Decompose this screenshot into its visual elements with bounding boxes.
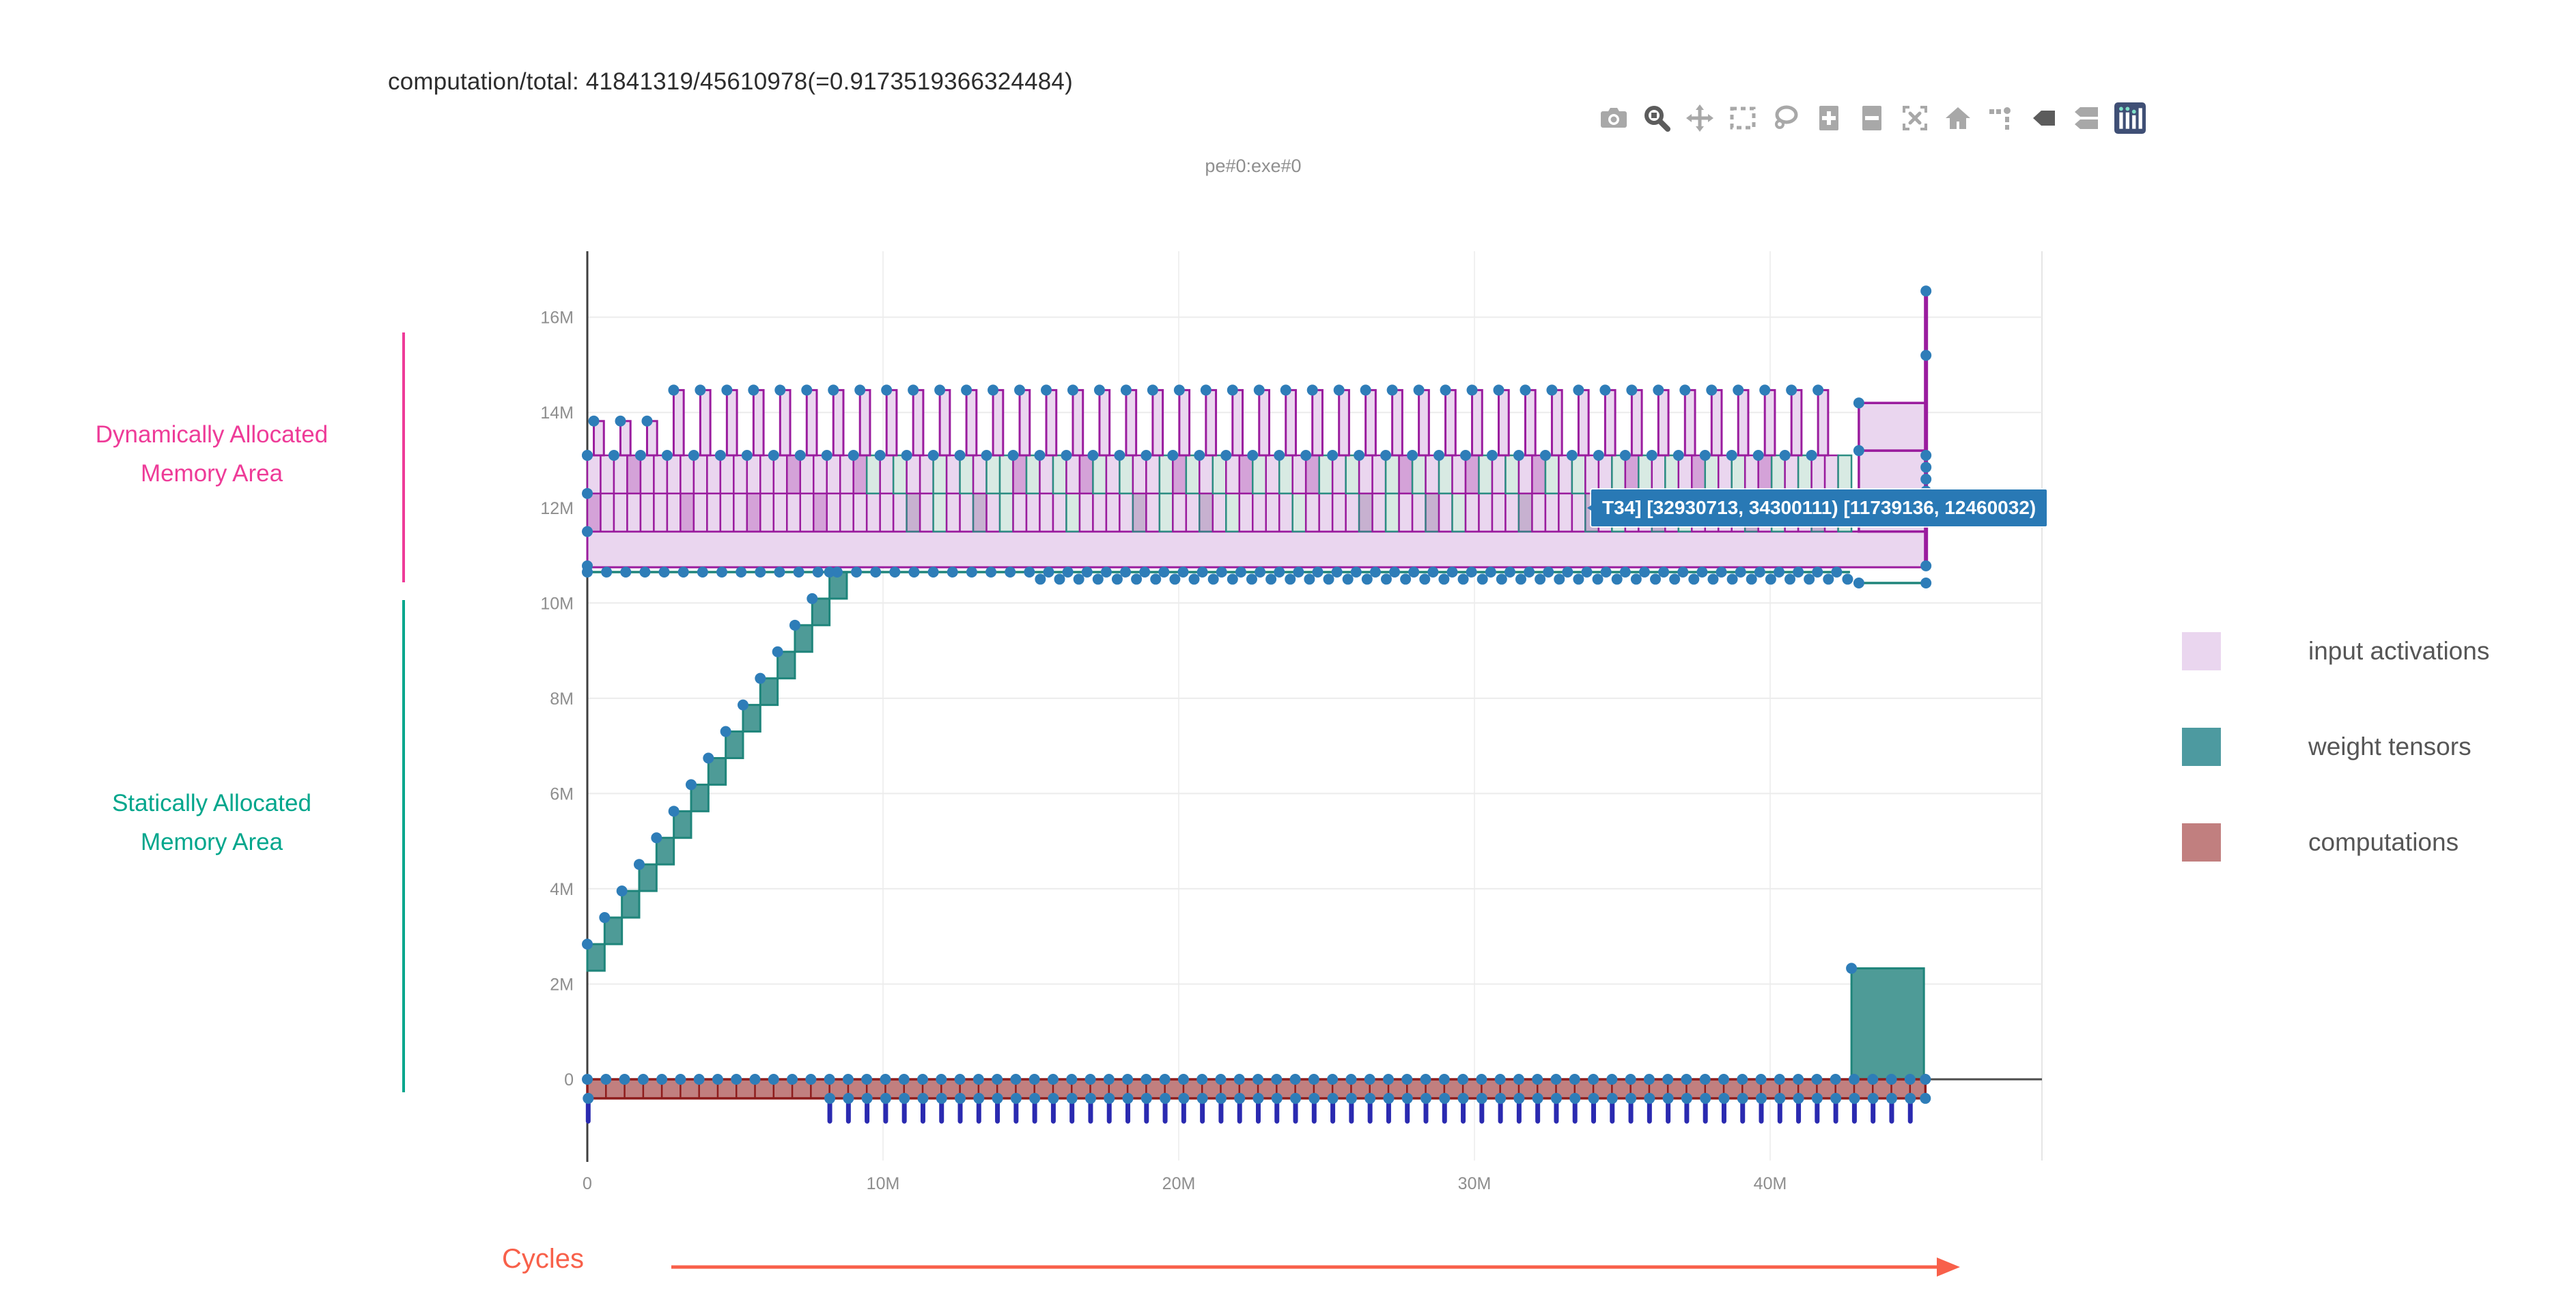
hover-closest-icon[interactable] [2028,102,2060,134]
legend-label: computations [2308,828,2459,856]
hover-tooltip: T34] [32930713, 34300111) [11739136, 124… [1591,489,2047,526]
spikelines-icon[interactable] [1985,102,2017,134]
legend-item-input-activations[interactable]: input activations [2182,632,2489,670]
svg-text:14M: 14M [540,403,574,423]
weight-tensors-swatch [2182,728,2221,766]
chart-subtitle: pe#0:exe#0 [1205,156,1302,176]
zoom-out-icon[interactable] [1856,102,1888,134]
dynamic-memory-area-label-line2: Memory Area [140,460,283,487]
input-activations-swatch [2182,632,2221,670]
legend-item-weight-tensors[interactable]: weight tensors [2182,728,2489,766]
dynamic-memory-area-label: Dynamically Allocated Memory Area [0,415,423,493]
static-area-bracket [402,600,405,1092]
legend-label: weight tensors [2308,733,2472,760]
svg-text:40M: 40M [1754,1174,1787,1193]
box-select-icon[interactable] [1727,102,1759,134]
svg-text:30M: 30M [1458,1174,1492,1193]
static-memory-area-label-line1: Statically Allocated [112,790,311,816]
plotly-modebar [1598,102,2146,134]
svg-text:16M: 16M [540,309,574,328]
svg-text:12M: 12M [540,499,574,518]
page-title: computation/total: 41841319/45610978(=0.… [388,68,1073,95]
svg-text:6M: 6M [550,784,574,804]
legend-label: input activations [2308,637,2490,665]
svg-text:10M: 10M [867,1174,900,1193]
dynamic-area-bracket [402,332,405,582]
x-axis-title: Cycles [502,1244,585,1274]
camera-icon[interactable] [1598,102,1629,134]
svg-text:0: 0 [564,1070,574,1090]
dynamic-memory-area-label-line1: Dynamically Allocated [95,421,328,448]
pan-icon[interactable] [1684,102,1716,134]
svg-text:4M: 4M [550,880,574,899]
zoom-in-icon[interactable] [1813,102,1845,134]
static-memory-area-label-line2: Memory Area [140,829,283,855]
svg-text:0: 0 [583,1174,592,1193]
lasso-select-icon[interactable] [1770,102,1802,134]
computations-swatch [2182,823,2221,862]
svg-text:8M: 8M [550,689,574,709]
plotly-logo-icon[interactable] [2114,102,2146,134]
legend: input activations weight tensors computa… [2182,632,2489,919]
svg-text:20M: 20M [1162,1174,1196,1193]
home-icon[interactable] [1942,102,1974,134]
svg-text:2M: 2M [550,975,574,994]
static-memory-area-label: Statically Allocated Memory Area [0,784,423,862]
autoscale-icon[interactable] [1899,102,1931,134]
zoom-icon[interactable] [1641,102,1672,134]
legend-item-computations[interactable]: computations [2182,823,2489,862]
svg-text:10M: 10M [540,594,574,613]
hover-compare-icon[interactable] [2071,102,2103,134]
